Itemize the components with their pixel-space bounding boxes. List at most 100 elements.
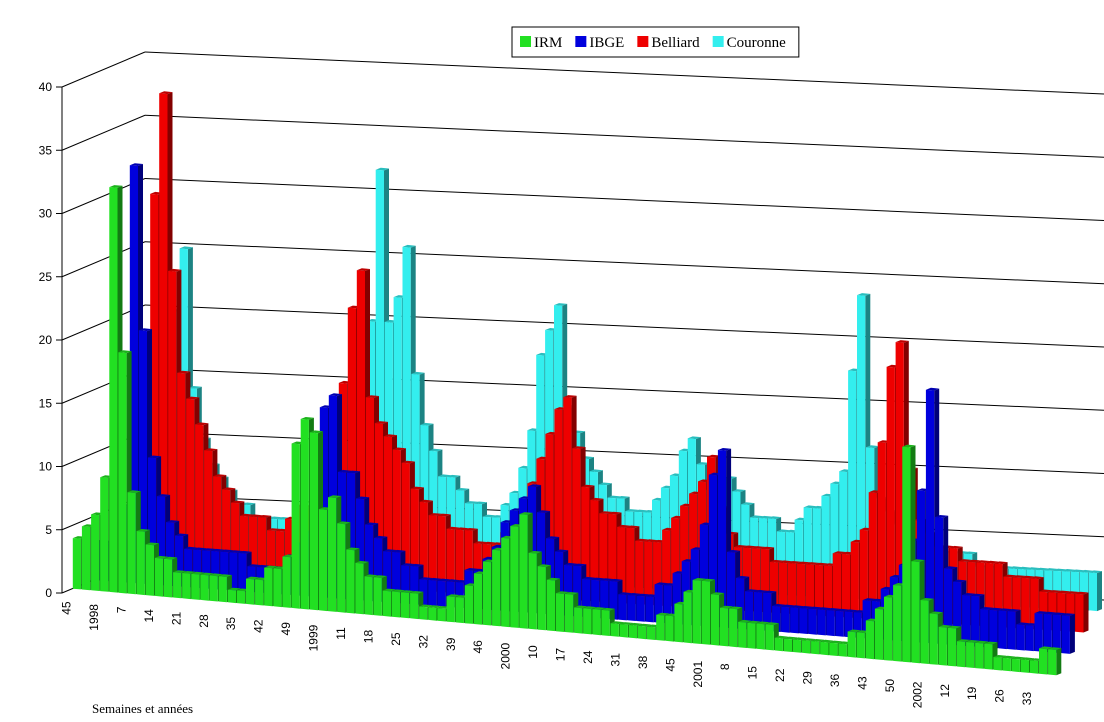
bar-top <box>328 495 342 498</box>
bar-top <box>1007 609 1021 612</box>
bar-top <box>446 594 460 597</box>
bar-top <box>573 563 587 567</box>
bar-top <box>1066 591 1080 594</box>
bar-top <box>590 497 604 501</box>
bar-top <box>554 303 568 306</box>
bar <box>868 492 877 620</box>
x-tick-label: 2001 <box>691 661 705 688</box>
bar-top <box>193 547 207 551</box>
bar <box>610 623 619 637</box>
bar-top <box>410 486 424 490</box>
bar <box>537 566 546 631</box>
bar-top <box>437 513 451 517</box>
bar-top <box>808 606 822 610</box>
bar <box>886 366 895 621</box>
bar-top <box>419 577 433 580</box>
bar-top <box>1048 590 1062 593</box>
bar-top <box>583 606 597 610</box>
bar <box>1039 648 1048 675</box>
x-tick-label: 33 <box>1020 692 1034 706</box>
bar-top <box>464 528 478 531</box>
bar <box>865 620 874 660</box>
bar-top <box>790 605 804 609</box>
bar <box>823 565 832 617</box>
bar <box>1061 615 1070 654</box>
bar-top <box>772 603 786 607</box>
x-tick-label: 12 <box>938 684 952 698</box>
bar-side <box>1056 648 1062 676</box>
bar-top <box>127 490 141 494</box>
bar-side <box>1083 592 1089 633</box>
bar-top <box>528 550 542 554</box>
bar <box>635 540 644 605</box>
bar-top <box>844 609 858 613</box>
bar <box>636 595 645 622</box>
bar <box>993 657 1002 671</box>
bar-top <box>555 591 570 594</box>
bar-top <box>220 549 234 553</box>
bar <box>841 553 850 618</box>
x-tick-label: 42 <box>252 619 266 633</box>
bar-top <box>1039 589 1053 593</box>
bar-top <box>383 434 397 438</box>
x-tick-label: 31 <box>608 653 622 667</box>
bar <box>857 295 866 600</box>
bar <box>255 579 264 606</box>
y-tick-label: 30 <box>39 207 53 221</box>
bar-top <box>258 515 272 518</box>
y-tick-label: 35 <box>39 143 53 157</box>
bar-side <box>1069 613 1075 654</box>
x-tick-label: 22 <box>773 668 787 682</box>
bar-top <box>609 578 623 582</box>
bar-top <box>866 445 880 449</box>
bar <box>1011 658 1020 673</box>
bar <box>980 609 989 648</box>
bar <box>546 579 555 632</box>
bar <box>574 607 583 634</box>
bar-top <box>796 561 811 565</box>
grid-line <box>144 241 1104 285</box>
bar-top <box>136 529 150 532</box>
bar <box>583 608 592 635</box>
bar <box>572 448 581 601</box>
bar-top <box>701 578 715 582</box>
bar <box>419 606 428 620</box>
bar-top <box>240 513 254 517</box>
bar-side <box>1097 571 1102 612</box>
bar <box>778 562 788 614</box>
bar-top <box>546 577 560 581</box>
bar-top <box>738 619 752 623</box>
bar-top <box>627 593 641 596</box>
bar <box>956 641 966 668</box>
bar-top <box>811 639 825 642</box>
bar-top <box>920 598 934 601</box>
bar-top <box>750 515 764 519</box>
x-tick-label: 2002 <box>910 681 924 708</box>
bar <box>975 642 984 669</box>
bar-top <box>826 608 840 611</box>
side-grid-line <box>61 114 146 151</box>
bar-top <box>592 607 606 610</box>
bar-top <box>829 640 843 644</box>
bar <box>1025 625 1034 652</box>
bar-top <box>707 454 721 458</box>
bar-top <box>953 579 967 583</box>
bar <box>829 642 838 656</box>
bar <box>787 563 797 615</box>
bar <box>683 591 692 644</box>
bar <box>877 442 886 620</box>
bar <box>754 591 763 631</box>
bar <box>300 419 309 610</box>
grid-line <box>144 367 1104 411</box>
bar-top <box>168 268 182 272</box>
y-tick-label: 25 <box>39 270 53 284</box>
bar-top <box>365 522 379 526</box>
x-tick-label: 43 <box>855 676 869 690</box>
bar <box>437 580 446 607</box>
bar <box>627 595 636 621</box>
bar <box>238 552 247 592</box>
bar <box>838 643 847 657</box>
bar-top <box>401 460 415 464</box>
bar-top <box>118 350 132 354</box>
bar <box>72 538 82 590</box>
